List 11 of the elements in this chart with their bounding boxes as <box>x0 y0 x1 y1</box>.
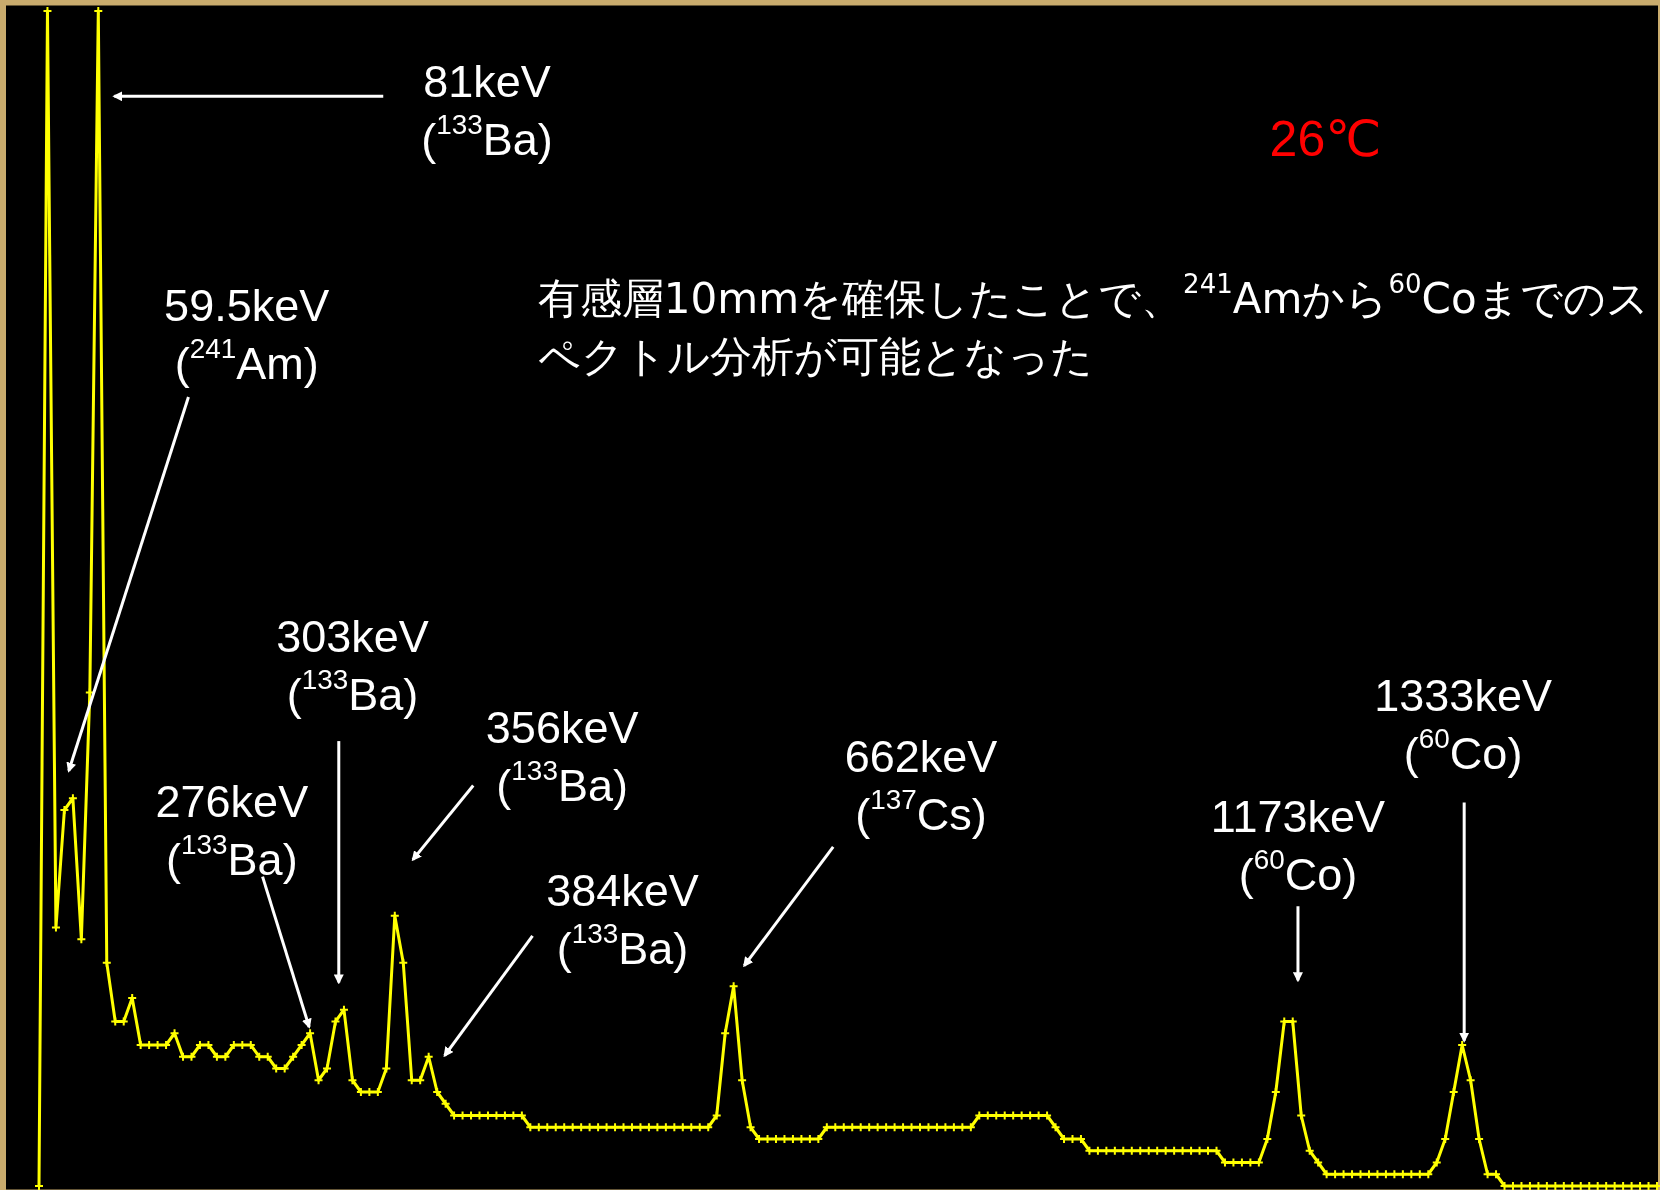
annotation: 356keV ($^{133}$Ba) <box>485 700 639 813</box>
annotation: 81keV ($^{133}$Ba) <box>421 54 553 167</box>
annotation: 26℃ <box>1269 110 1382 169</box>
annotation: 384keV ($^{133}$Ba) <box>546 863 699 976</box>
annotation: 1173keV ($^{60}$Co) <box>1210 789 1386 902</box>
annotation: 662keV ($^{137}$Cs) <box>844 730 998 843</box>
text: 有感層10mmを確保したことで、$^{241}$Amから$^{60}$Coまでのスペクトル分析が可能となった <box>537 269 1649 381</box>
annotation: 276keV ($^{133}$Ba) <box>155 774 309 887</box>
annotation: 1333keV ($^{60}$Co) <box>1374 668 1552 781</box>
annotation: 303keV ($^{133}$Ba) <box>276 609 429 722</box>
annotation: 59.5keV ($^{241}$Am) <box>164 279 330 392</box>
